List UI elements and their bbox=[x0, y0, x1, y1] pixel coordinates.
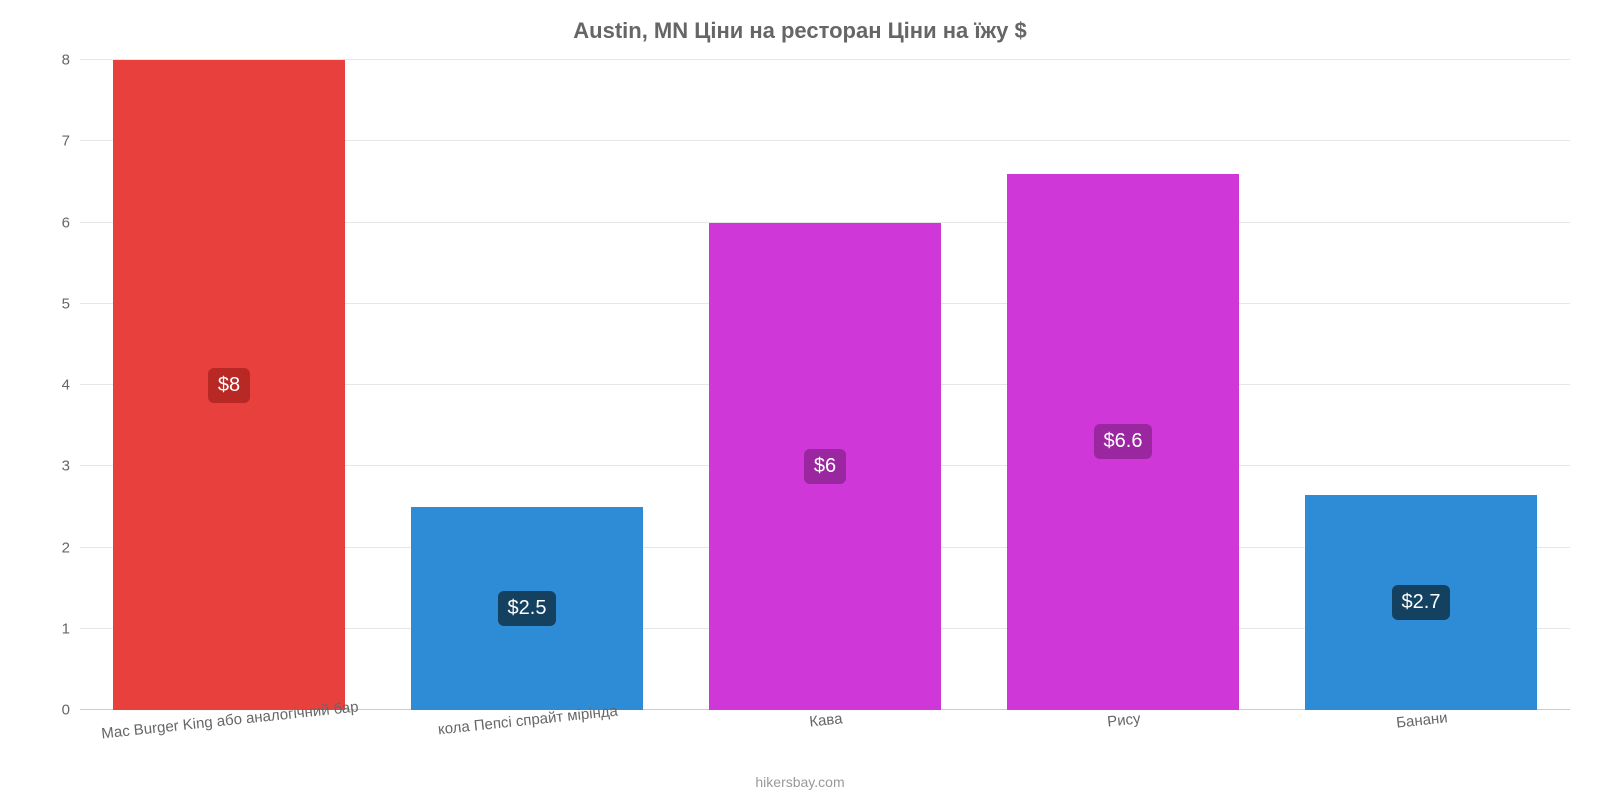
bar-value-label: $6.6 bbox=[1094, 424, 1153, 459]
y-tick-label: 0 bbox=[62, 702, 70, 719]
bar-value-label: $6 bbox=[804, 449, 846, 484]
y-tick-label: 3 bbox=[62, 458, 70, 475]
chart-footer: hikersbay.com bbox=[0, 774, 1600, 790]
y-tick-label: 6 bbox=[62, 214, 70, 231]
bar-value-label: $2.5 bbox=[498, 591, 557, 626]
bar-slot: $2.7 bbox=[1272, 60, 1570, 710]
bar-slot: $6.6 bbox=[974, 60, 1272, 710]
bar: $8 bbox=[113, 60, 345, 710]
chart-plot-area: 012345678 $8$2.5$6$6.6$2.7 bbox=[80, 60, 1570, 710]
bar: $6 bbox=[709, 223, 941, 711]
chart-title: Austin, MN Ціни на ресторан Ціни на їжу … bbox=[0, 0, 1600, 44]
bar: $2.5 bbox=[411, 507, 643, 710]
bar-value-label: $8 bbox=[208, 368, 250, 403]
x-axis-labels: Мас Burger King або аналогічний баркола … bbox=[80, 712, 1570, 729]
y-tick-label: 7 bbox=[62, 133, 70, 150]
bars-container: $8 $2.5 $6 $6.6 $2.7 bbox=[80, 60, 1570, 710]
y-tick-label: 5 bbox=[62, 295, 70, 312]
y-tick-label: 8 bbox=[62, 52, 70, 69]
bar: $2.7 bbox=[1305, 495, 1537, 710]
bar-slot: $2.5 bbox=[378, 60, 676, 710]
bar-slot: $6 bbox=[676, 60, 974, 710]
y-tick-label: 1 bbox=[62, 620, 70, 637]
bar-value-label: $2.7 bbox=[1392, 585, 1451, 620]
bar: $6.6 bbox=[1007, 174, 1239, 710]
y-tick-label: 2 bbox=[62, 539, 70, 556]
y-tick-label: 4 bbox=[62, 377, 70, 394]
bar-slot: $8 bbox=[80, 60, 378, 710]
